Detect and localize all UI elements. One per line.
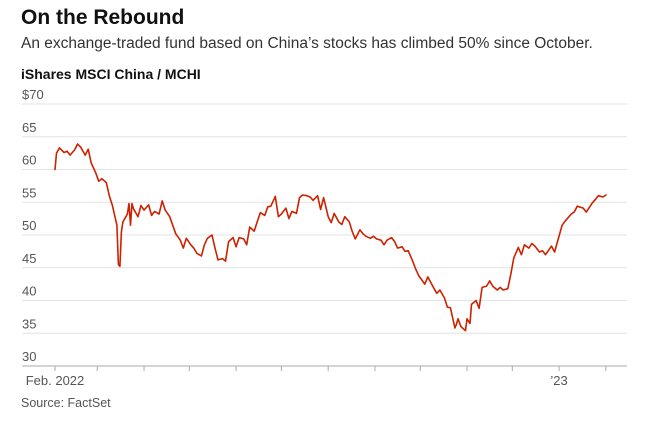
chart-subtitle: An exchange-traded fund based on China’s… <box>21 35 593 52</box>
x-tick-label: Feb. 2022 <box>26 373 85 388</box>
y-tick-label: 55 <box>22 185 36 200</box>
y-axis: 30 35 40 45 50 55 60 65 $70 <box>22 87 44 364</box>
y-tick-label: 40 <box>22 284 36 299</box>
y-tick-label: $70 <box>22 87 44 102</box>
series-line <box>54 143 607 332</box>
series-group <box>54 143 607 332</box>
y-tick-label: 45 <box>22 251 36 266</box>
x-tick-label: ’23 <box>550 373 567 388</box>
x-axis: Feb. 2022 ’23 <box>22 365 627 388</box>
gridlines <box>22 103 627 334</box>
source-note: Source: FactSet <box>21 396 111 410</box>
y-tick-label: 65 <box>22 120 36 135</box>
y-tick-label: 60 <box>22 153 36 168</box>
y-tick-label: 35 <box>22 316 36 331</box>
series-label: iShares MSCI China / MCHI <box>21 66 201 82</box>
y-tick-label: 50 <box>22 218 36 233</box>
chart-title: On the Rebound <box>21 6 185 29</box>
y-tick-label: 30 <box>22 349 36 364</box>
